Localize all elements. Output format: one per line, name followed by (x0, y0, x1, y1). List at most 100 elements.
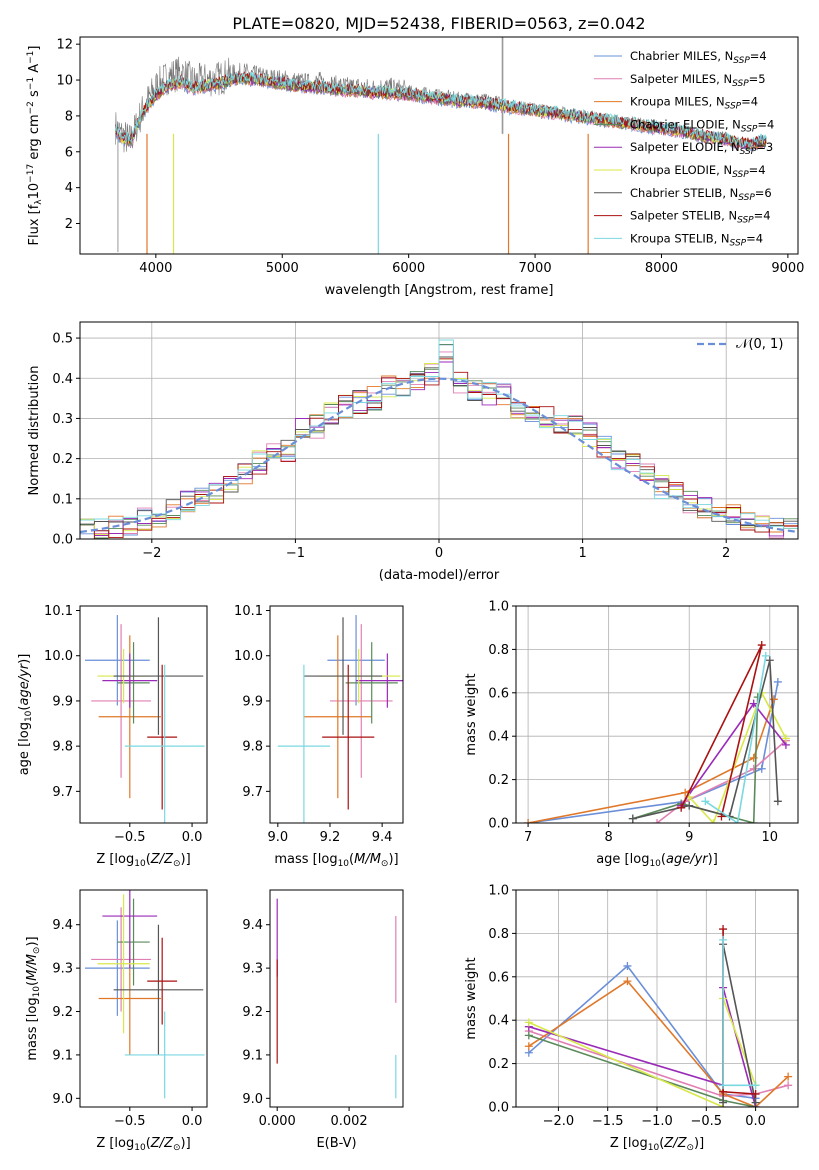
y-tick-label: 9.0 (52, 1092, 73, 1107)
x-tick-label: 1 (578, 546, 586, 561)
legend-label: Salpeter ELODIE, NSSP=3 (630, 140, 773, 157)
axes-frame (79, 605, 208, 824)
x-tick-label: 0.0 (745, 1114, 766, 1129)
line-chabrier-miles (528, 964, 756, 1100)
x-tick-label: −2 (142, 546, 161, 561)
legend-label: Kroupa STELIB, NSSP=4 (630, 231, 763, 248)
y-tick-label: 0.2 (52, 452, 73, 467)
y-tick-label: 0.0 (488, 1101, 509, 1116)
axes-mass_vs_ebv: 0.000 0.002 9.0 9.1 9.2 9.3 9.4 E(B-V) (242, 889, 404, 1151)
y-tick-label: 0.6 (488, 970, 509, 985)
x-tick-label: −0.5 (691, 1114, 723, 1129)
line-salpeter-stelib-marker (757, 641, 766, 650)
y-tick-label: 9.8 (52, 740, 73, 755)
y-tick-label: 0.5 (52, 332, 73, 347)
y-tick-label: 0.2 (488, 1057, 509, 1072)
spectrum-lines (115, 37, 767, 254)
line-chabrier-stelib-marker (765, 656, 774, 665)
legend-label: Salpeter STELIB, NSSP=4 (630, 209, 771, 226)
y-tick-label: 0.4 (52, 372, 73, 387)
axes-frame (515, 889, 799, 1108)
x-axis-label: Z [log10(Z/Z⊙)] (610, 1136, 704, 1153)
line-chabrier-miles-marker (757, 764, 766, 773)
y-axis-label: age [log10(age/yr)] (17, 654, 34, 776)
line-salpeter-miles-marker (784, 1081, 793, 1090)
line-chabrier-stelib-marker (773, 797, 782, 806)
x-tick-label: 0.002 (330, 1114, 367, 1129)
y-tick-label: 9.4 (52, 918, 73, 933)
weight-lines (524, 641, 790, 823)
line-kroupa-stelib-marker (719, 1081, 728, 1090)
errorbars (277, 615, 403, 823)
y-tick-label: 4 (65, 181, 73, 196)
x-tick-label: 0.0 (182, 830, 203, 845)
line-kroupa-miles-marker (524, 819, 533, 823)
y-tick-label: 1.0 (488, 884, 509, 899)
x-tick-label: 9000 (771, 261, 804, 276)
y-axis-label: Flux [fλ10−17 erg cm−2 s−1 A−1] (26, 46, 44, 246)
x-tick-label: 9.0 (267, 830, 288, 845)
y-tick-label: 12 (56, 38, 73, 53)
line-kroupa-miles-marker (769, 695, 778, 704)
x-tick-label: 0.0 (182, 1114, 203, 1129)
y-tick-label: 0.4 (488, 1014, 509, 1029)
y-tick-label: 9.4 (242, 918, 263, 933)
y-tick-label: 9.1 (52, 1048, 73, 1063)
x-axis-label: wavelength [Angstrom, rest frame] (325, 283, 554, 298)
line-kroupa-miles-marker (524, 1042, 533, 1051)
legend-label: 𝒩(0, 1) (736, 337, 783, 352)
weight-lines (524, 925, 793, 1107)
legend-label: Chabrier MILES, NSSP=4 (630, 49, 767, 66)
axes-frame (269, 889, 404, 1108)
x-tick-label: 2 (722, 546, 730, 561)
hist-kroupa-stelib (80, 339, 798, 539)
y-tick-label: 9.9 (52, 694, 73, 709)
line-salpeter-stelib-marker (677, 803, 686, 812)
line-chabrier-stelib (722, 944, 757, 1103)
legend-label: Kroupa ELODIE, NSSP=4 (630, 163, 766, 180)
line-salpeter-stelib-marker (751, 1089, 760, 1098)
x-tick-label: 5000 (266, 261, 299, 276)
axes-frame (79, 36, 799, 255)
axes-spectrum: 4000 5000 6000 7000 8000 9000 2 4 6 8 10 12 waveleng… (26, 36, 804, 298)
x-axis-label: Z [log10(Z/Z⊙)] (96, 1136, 190, 1153)
y-tick-label: 2 (65, 217, 73, 232)
legend-label: Chabrier STELIB, NSSP=6 (630, 186, 772, 203)
y-tick-label: 9.8 (242, 740, 263, 755)
line-chabrier-miles-marker (623, 961, 632, 970)
y-tick-label: 0.6 (488, 686, 509, 701)
line-salpeter-stelib-marker (719, 925, 728, 934)
axes-frame (79, 321, 799, 540)
y-tick-label: 0.8 (488, 643, 509, 658)
line-salpeter-miles (656, 739, 787, 823)
x-tick-label: −2.0 (543, 1114, 575, 1129)
line-kroupa-stelib-marker (751, 1081, 760, 1090)
x-axis-label: mass [log10(M/M⊙)] (274, 852, 398, 869)
legend-label: Kroupa MILES, NSSP=4 (630, 95, 758, 112)
line-chabrier-stelib-marker (628, 814, 637, 823)
y-tick-label: 0.0 (52, 533, 73, 548)
x-tick-label: 0.000 (259, 1114, 296, 1129)
errorbars (276, 898, 397, 1099)
x-tick-label: 4000 (139, 261, 172, 276)
y-axis-label: mass [log10(M/M⊙)] (25, 936, 42, 1060)
line-chabrier-stelib-marker (685, 801, 694, 810)
line-salpeter-elodie-marker (749, 699, 758, 708)
axes-frame (79, 889, 208, 1108)
axes-residuals: −2 −1 0 1 2 0.0 0.1 0.2 0.3 0.4 0.5 (data-model)/er… (27, 321, 799, 583)
axes-frame (269, 605, 404, 824)
line-kroupa-miles (527, 699, 775, 823)
x-tick-label: −1.5 (592, 1114, 624, 1129)
x-tick-label: 7000 (519, 261, 552, 276)
errorbars (84, 615, 205, 823)
x-axis-label: age [log10(age/yr)] (596, 852, 718, 869)
line-chabrier-stelib-marker (751, 1098, 760, 1107)
histograms (80, 339, 798, 539)
x-tick-label: 9.2 (320, 830, 341, 845)
x-tick-label: 8000 (645, 261, 678, 276)
model-line-kroupa-stelib (115, 72, 767, 149)
errorbars (84, 890, 205, 1099)
x-axis-label: Z [log10(Z/Z⊙)] (96, 852, 190, 869)
x-tick-label: −1 (286, 546, 305, 561)
axes-weight_vs_Z: −2.0 −1.5 −1.0 −0.5 0.0 0.0 0.2 0.4 0.6 0.8 1.0 Z [… (464, 884, 799, 1153)
